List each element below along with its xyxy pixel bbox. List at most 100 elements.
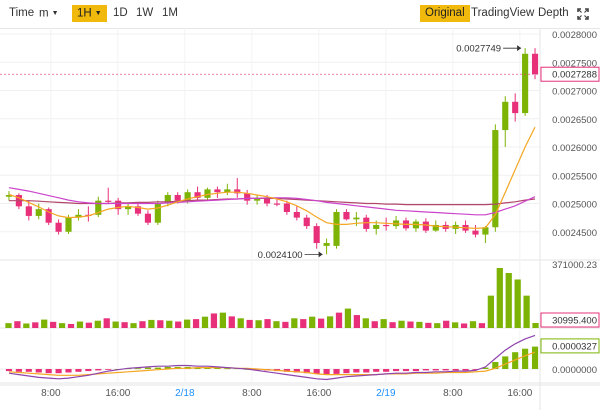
macd-histogram-bar: [283, 369, 290, 372]
volume-bar: [514, 279, 521, 328]
volume-bar: [103, 318, 110, 328]
price-axis-label: 0.0026500: [552, 115, 597, 126]
time-axis-label: 16:00: [105, 388, 130, 399]
view-original-tab[interactable]: Original: [420, 5, 470, 22]
volume-bar: [228, 316, 235, 328]
annotation-label: 0.0027749: [456, 44, 501, 55]
candle-body: [204, 189, 211, 198]
macd-histogram-bar: [154, 367, 161, 369]
volume-bar: [41, 319, 48, 328]
macd-histogram-bar: [164, 366, 171, 369]
candle-body: [115, 200, 122, 210]
volume-bar: [166, 320, 173, 328]
price-axis-label: 0.0025500: [552, 171, 597, 182]
macd-histogram-bar: [531, 346, 539, 369]
macd-histogram-bar: [442, 369, 449, 371]
view-depth-tab[interactable]: Depth: [538, 7, 569, 19]
macd-histogram-bar: [373, 369, 380, 372]
volume-last-box: [540, 312, 600, 328]
annotation-arrowhead: [318, 251, 323, 258]
volume-bar: [318, 318, 325, 328]
volume-bar: [291, 318, 298, 328]
candle-body: [313, 226, 320, 244]
macd-histogram-bar: [522, 348, 529, 369]
volume-bar: [300, 319, 307, 328]
candle-body: [124, 206, 132, 210]
expand-icon[interactable]: [577, 8, 589, 20]
candle-body: [512, 101, 519, 114]
candle-body: [45, 209, 52, 223]
volume-bar: [175, 321, 182, 328]
interval-1h-label: 1H: [77, 7, 92, 20]
candle-body: [283, 203, 290, 212]
volume-bar: [282, 321, 289, 328]
volume-max-label: 371000.23: [552, 260, 597, 271]
time-axis-label: 2/19: [376, 388, 396, 399]
time-axis-label: 2/18: [175, 388, 195, 399]
interval-1w-button[interactable]: 1W: [136, 7, 154, 19]
candle-body: [105, 200, 112, 202]
volume-bar: [23, 323, 30, 328]
volume-bar: [50, 321, 57, 328]
volume-bar: [184, 319, 191, 328]
macd-histogram-bar: [422, 369, 429, 371]
price-axis-label: 0.0026000: [552, 143, 597, 154]
macd-last-label: 0.0000327: [552, 341, 597, 352]
volume-bar: [353, 315, 360, 328]
volume-bar: [32, 322, 39, 328]
chart-canvas[interactable]: 0.0028000 0.0027500 0.0027000 0.0026500 0.00…: [0, 28, 600, 410]
macd-histogram-bar: [492, 362, 499, 369]
macd-histogram-bar: [383, 369, 390, 372]
candle-body: [174, 195, 181, 201]
interval-1d-button[interactable]: 1D: [113, 7, 128, 19]
macd-histogram-bar: [5, 369, 13, 372]
macd-histogram-bar: [482, 367, 489, 369]
time-button[interactable]: Time: [9, 7, 35, 19]
candle-body: [432, 224, 439, 231]
candle-body: [164, 195, 171, 204]
volume-bar: [416, 321, 423, 328]
volume-bar: [5, 323, 12, 328]
time-axis-label: 8:00: [443, 388, 463, 399]
macd-histogram-bar: [462, 369, 469, 371]
caret-down-icon: ▼: [94, 10, 102, 17]
annotation-arrowhead: [517, 45, 522, 52]
volume-bar: [407, 321, 414, 328]
candle-body: [502, 101, 509, 131]
candle-body: [522, 53, 529, 114]
macd-histogram-bar: [472, 369, 479, 370]
macd-histogram-bar: [343, 369, 350, 374]
volume-bar: [273, 321, 280, 328]
candle-body: [5, 195, 13, 197]
volume-bar: [505, 273, 512, 328]
macd-histogram-bar: [402, 369, 410, 372]
macd-histogram-bar: [452, 369, 459, 371]
macd-histogram-bar: [85, 369, 92, 372]
candle-body: [293, 211, 300, 218]
macd-histogram-bar: [35, 369, 42, 373]
volume-bar: [130, 323, 137, 328]
interval-1m-button[interactable]: 1M: [162, 7, 178, 19]
macd-histogram-bar: [45, 369, 52, 374]
chart-toolbar: Time m ▼ 1H ▼ 1D 1W 1M Original TradingVie…: [0, 0, 600, 29]
candle-body: [333, 211, 340, 246]
price-axis-label: 0.0025000: [552, 200, 597, 211]
macd-histogram-bar: [353, 369, 360, 373]
volume-bar: [67, 323, 75, 328]
interval-1h-button[interactable]: 1H ▼: [72, 5, 107, 22]
volume-bar: [192, 319, 200, 328]
candle-body: [263, 197, 271, 204]
volume-bar: [443, 320, 450, 328]
volume-bar: [398, 320, 405, 328]
candle-body: [353, 217, 360, 220]
minute-interval-dropdown[interactable]: m ▼: [34, 5, 64, 22]
macd-histogram-bar: [25, 369, 32, 372]
macd-dea-line: [8, 351, 536, 376]
view-tradingview-tab[interactable]: TradingView: [471, 7, 535, 19]
annotation-label: 0.0024100: [258, 250, 303, 261]
candle-body: [492, 130, 499, 228]
candle-body: [65, 217, 72, 232]
volume-bar: [371, 321, 378, 328]
macd-histogram-bar: [95, 369, 102, 371]
